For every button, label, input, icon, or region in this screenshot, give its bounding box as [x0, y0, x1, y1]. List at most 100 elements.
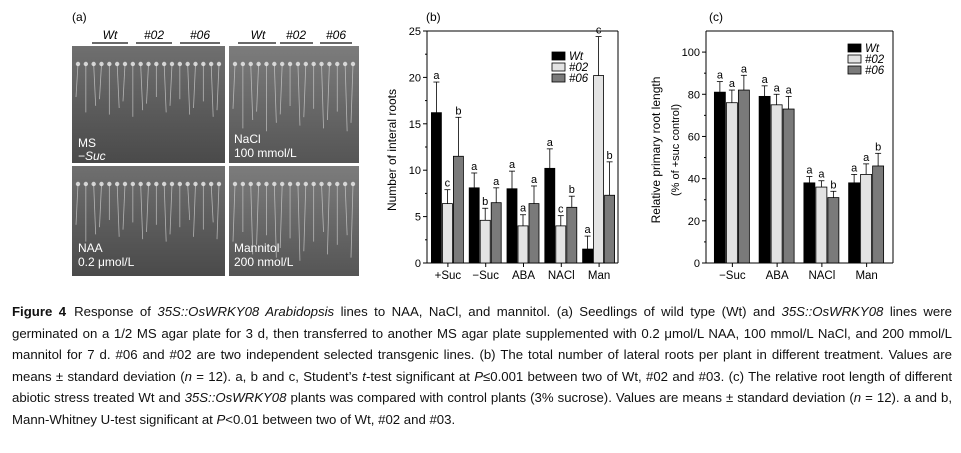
seedling-leaf	[99, 181, 104, 187]
bar	[555, 225, 567, 264]
seedling-leaf	[114, 61, 120, 67]
seedling-root	[193, 183, 196, 237]
significance-letter: c	[596, 25, 602, 37]
seedling-leaf	[107, 61, 112, 67]
bar	[490, 202, 502, 264]
photo-naa-sublabel: 0.2 μmol/L	[78, 255, 135, 269]
genotype-label-06-left: #06	[190, 28, 210, 42]
seedling-root	[140, 183, 144, 240]
significance-letter: a	[762, 74, 769, 86]
seedling-leaf	[272, 181, 277, 187]
seedling-root	[273, 183, 277, 258]
seedling-root	[140, 63, 144, 111]
significance-letter: a	[509, 159, 516, 171]
photo-nacl-sublabel: 100 mmol/L	[234, 146, 297, 160]
photo-mannitol-label: Mannitol	[234, 241, 279, 255]
legend-label: #06	[569, 73, 589, 85]
significance-letter: b	[569, 184, 575, 196]
significance-letter: b	[607, 150, 613, 162]
y-tick-label: 10	[409, 165, 421, 177]
caption-gene: 35S::OsWRKY08	[781, 304, 884, 319]
seedling-root	[279, 63, 283, 115]
significance-letter: a	[547, 137, 554, 149]
legend-swatch	[847, 43, 862, 53]
seedling-leaf	[327, 61, 332, 67]
category-label: NACl	[548, 270, 575, 282]
genotype-label-wt-right: Wt	[251, 28, 266, 42]
seedling-leaf	[177, 181, 183, 187]
photo-ms-sublabel: −Suc	[78, 149, 106, 163]
chart-c-ylabel2: (% of +suc control)	[670, 104, 682, 196]
figure-4: (a) Wt #02 #06 Wt #02 #06 MS −Suc NaCl 1…	[72, 10, 894, 282]
seedling-leaf	[264, 181, 269, 187]
seedling-root	[99, 183, 102, 228]
caption-italic: t	[362, 368, 366, 384]
seedling-leaf	[311, 61, 316, 67]
significance-letter: a	[585, 224, 592, 236]
seedling-root	[116, 63, 120, 109]
y-tick-label: 25	[409, 26, 421, 38]
seedling-leaf	[264, 61, 269, 67]
figure-caption: Figure 4 Response of 35S::OsWRKY08 Arabid…	[12, 301, 952, 430]
panel-b: (b) Number of interal roots 0 5 10 15 20 25 a c…	[385, 10, 619, 282]
significance-letter: a	[786, 84, 793, 96]
bar	[827, 197, 840, 264]
significance-letter: a	[531, 174, 538, 186]
bar	[860, 174, 873, 264]
seedling-root	[344, 183, 348, 236]
seedling-leaf	[169, 61, 175, 67]
seedling-root	[279, 183, 283, 249]
seedling-leaf	[350, 181, 356, 187]
seedling-leaf	[208, 61, 214, 67]
significance-letter: a	[806, 165, 813, 177]
seedling-root	[193, 63, 196, 109]
bar	[782, 108, 795, 264]
seedling-root	[216, 63, 220, 111]
seedling-root	[93, 63, 97, 106]
y-tick-label: 20	[688, 216, 700, 228]
bar	[725, 102, 738, 264]
y-tick-label: 60	[688, 131, 700, 143]
caption-text: lines were germinated on a 1/2 MS agar p…	[12, 304, 952, 384]
seedling-root	[163, 63, 167, 113]
bar	[566, 206, 578, 264]
seedling-root	[250, 63, 254, 121]
significance-letter: a	[433, 70, 440, 82]
seedling-root	[163, 183, 167, 242]
y-tick-label: 15	[409, 119, 421, 131]
seedling-root	[116, 183, 120, 237]
y-tick-label: 0	[694, 258, 700, 270]
seedling-leaf	[240, 61, 246, 67]
significance-letter: a	[851, 162, 858, 174]
seedling-root	[256, 183, 259, 245]
bar	[737, 89, 750, 264]
seedling-root	[187, 63, 191, 115]
bar	[517, 225, 529, 264]
legend-label: #02	[865, 54, 885, 66]
legend-swatch	[551, 73, 566, 83]
seedling-root	[327, 63, 330, 121]
chart-b: 0510152025acb+Sucaba−SucaaaABAacbNAClacb…	[409, 25, 619, 282]
seedling-root	[146, 63, 149, 104]
bar	[713, 91, 726, 264]
seedling-root	[321, 63, 324, 129]
seedling-root	[350, 63, 354, 123]
seedling-root	[210, 63, 214, 117]
seedling-leaf	[232, 181, 238, 187]
seedling-leaf	[248, 61, 253, 67]
caption-text: -test significant at	[365, 368, 475, 384]
seedling-root	[297, 183, 301, 261]
seedling-leaf	[75, 181, 81, 187]
y-tick-label: 0	[415, 258, 421, 270]
legend-label: Wt	[569, 51, 584, 63]
seedling-root	[216, 183, 220, 240]
bar	[528, 203, 540, 264]
seedling-leaf	[185, 181, 190, 187]
seedling-root	[273, 63, 277, 123]
legend-label: #02	[569, 62, 589, 74]
legend-swatch	[551, 51, 566, 61]
seedling-leaf	[91, 61, 96, 67]
caption-text: = 12). a and b, Mann-Whitney U-test sign…	[12, 390, 952, 427]
category-label: Man	[588, 270, 610, 282]
seedling-drawings	[75, 61, 356, 261]
